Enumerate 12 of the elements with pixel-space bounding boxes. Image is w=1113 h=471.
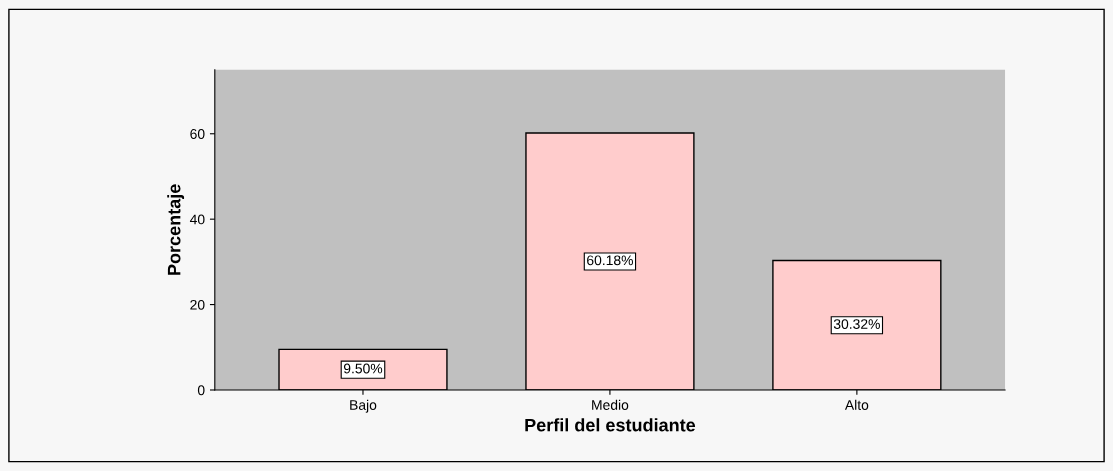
- data-label: 9.50%: [343, 363, 383, 374]
- y-tick-label: 20: [190, 299, 205, 310]
- y-tick-label: 60: [190, 129, 205, 139]
- data-label: 60.18%: [587, 255, 633, 266]
- x-tick-label: Bajo: [350, 399, 377, 413]
- data-label: 30.32%: [833, 319, 880, 329]
- y-tick-label: 40: [189, 214, 205, 225]
- x-tick-label: Medio: [592, 399, 629, 410]
- x-axis-title: Perfil del estudiante: [525, 418, 696, 432]
- x-tick-label: Alto: [844, 399, 869, 410]
- y-tick-label: 0: [197, 385, 205, 396]
- y-axis-title: Porcentaje: [167, 184, 185, 275]
